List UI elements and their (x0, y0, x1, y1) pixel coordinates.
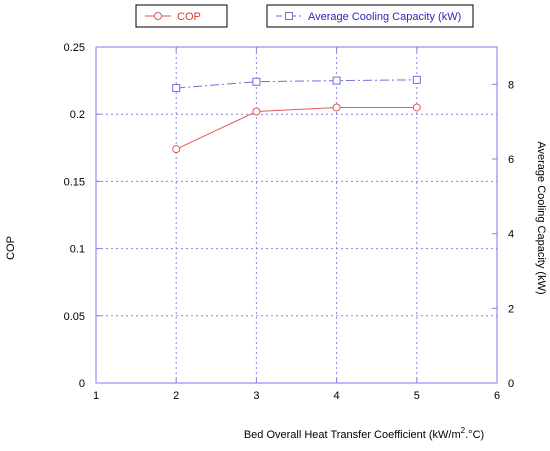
data-point-square (252, 77, 261, 86)
left-axis-ticks: 0 0.05 0.1 0.15 0.2 0.25 (64, 42, 101, 390)
data-point-circle (252, 107, 261, 116)
left-tick-label: 0 (79, 378, 85, 390)
right-axis-label: Average Cooling Capacity (kW) (535, 141, 547, 294)
x-tick-label: 2 (173, 390, 179, 402)
legend: COP Average Cooling Capacity (kW) (135, 4, 474, 28)
left-axis-label: COP (5, 236, 17, 260)
right-tick-label: 0 (508, 378, 514, 390)
right-tick-label: 6 (508, 154, 514, 166)
legend-marker-circle (154, 12, 162, 20)
plot-frame (95, 46, 498, 384)
right-tick-label: 4 (508, 229, 514, 241)
left-tick-label: 0.15 (64, 176, 85, 188)
grid (96, 47, 497, 383)
data-point-square (332, 76, 341, 85)
left-tick-label: 0.1 (70, 244, 85, 256)
series (172, 75, 421, 154)
right-tick-label: 8 (508, 79, 514, 91)
data-point-circle (412, 103, 421, 112)
legend-box (266, 4, 474, 28)
left-tick-label: 0.2 (70, 109, 85, 121)
x-axis-ticks: 1 2 3 4 5 6 (93, 47, 500, 402)
data-point-circle (332, 103, 341, 112)
data-point-square (412, 75, 421, 84)
x-tick-label: 4 (334, 390, 340, 402)
x-tick-label: 5 (414, 390, 420, 402)
right-tick-label: 2 (508, 303, 514, 315)
series-line (176, 79, 417, 89)
legend-box (135, 4, 228, 28)
x-tick-label: 6 (494, 390, 500, 402)
series-line (175, 106, 417, 150)
left-tick-label: 0.25 (64, 42, 85, 54)
left-tick-label: 0.05 (64, 311, 85, 323)
data-point-circle (172, 145, 181, 154)
legend-label: COP (177, 11, 201, 23)
x-axis-label: Bed Overall Heat Transfer Coefficient (k… (244, 426, 484, 441)
legend-marker-square (285, 12, 293, 20)
legend-label: Average Cooling Capacity (kW) (308, 11, 461, 23)
x-tick-label: 3 (253, 390, 259, 402)
x-tick-label: 1 (93, 390, 99, 402)
right-axis-ticks: 0 2 4 6 8 (492, 79, 514, 390)
data-point-square (172, 84, 181, 93)
